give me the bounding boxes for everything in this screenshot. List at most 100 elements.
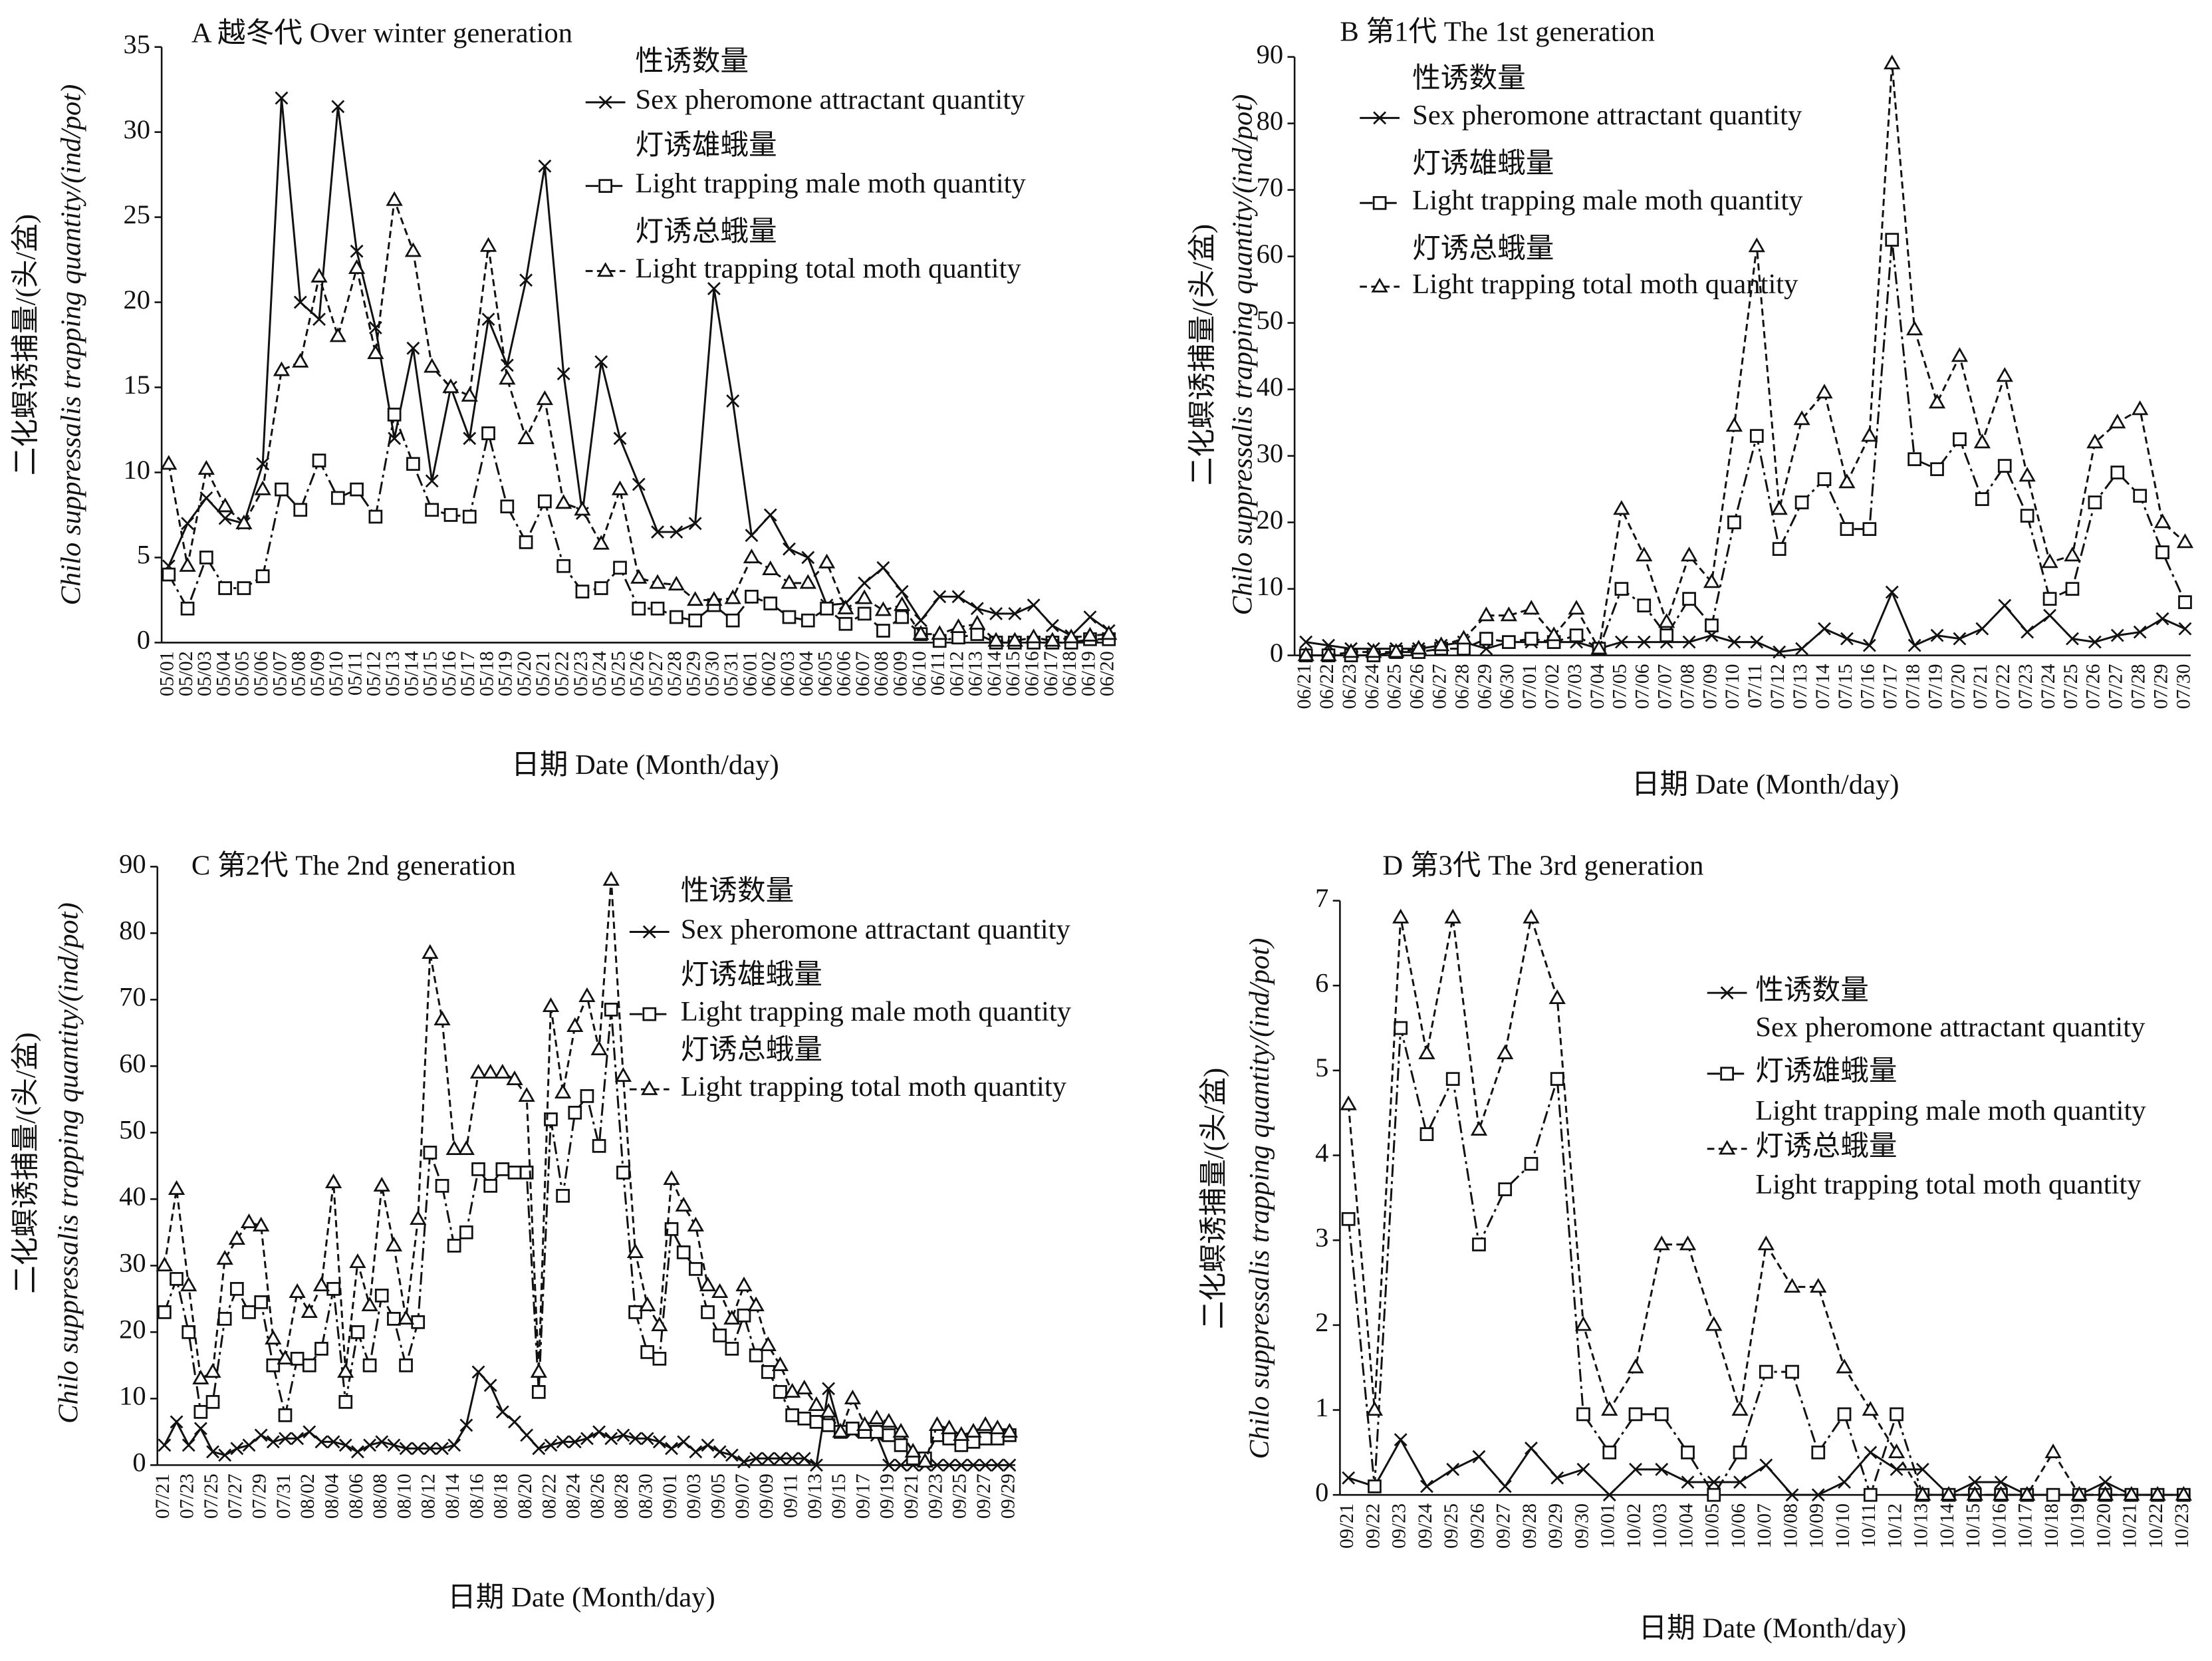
marker bbox=[556, 367, 570, 380]
panel: 0510152025303505/0105/0205/0305/0405/050… bbox=[10, 17, 1118, 780]
x-tick-label: 07/18 bbox=[1902, 664, 1923, 709]
x-tick-label: 06/08 bbox=[870, 651, 892, 696]
marker bbox=[217, 1312, 232, 1326]
marker bbox=[726, 394, 740, 408]
marker bbox=[387, 408, 402, 422]
marker bbox=[2155, 612, 2169, 626]
marker bbox=[668, 575, 685, 591]
marker bbox=[882, 1458, 896, 1472]
marker bbox=[670, 525, 683, 539]
marker bbox=[1590, 640, 1608, 655]
chart-title: A 越冬代 Over winter generation bbox=[191, 17, 572, 49]
legend-label: Light trapping total moth quantity bbox=[635, 253, 1021, 284]
marker bbox=[2043, 608, 2057, 622]
x-tick-label: 07/13 bbox=[1789, 664, 1811, 709]
marker bbox=[575, 584, 590, 598]
marker bbox=[349, 1253, 366, 1269]
x-tick-label: 07/27 bbox=[2105, 664, 2127, 709]
marker bbox=[2070, 1485, 2088, 1501]
marker bbox=[837, 599, 854, 614]
marker bbox=[1727, 635, 1741, 649]
marker bbox=[273, 361, 291, 376]
marker bbox=[218, 1448, 232, 1462]
y-tick-label: 1 bbox=[1315, 1392, 1328, 1422]
marker bbox=[266, 1358, 281, 1372]
marker bbox=[2019, 467, 2036, 482]
legend-label: 性诱数量 bbox=[635, 46, 749, 77]
marker bbox=[237, 581, 251, 595]
marker bbox=[1340, 1095, 1357, 1110]
marker bbox=[1479, 632, 1493, 646]
marker bbox=[1884, 55, 1901, 70]
marker bbox=[626, 1243, 644, 1259]
y-tick-label: 50 bbox=[119, 1115, 146, 1145]
marker bbox=[326, 1435, 340, 1449]
marker bbox=[461, 386, 478, 402]
marker bbox=[292, 352, 309, 368]
x-tick-label: 05/28 bbox=[664, 651, 685, 696]
marker bbox=[375, 1435, 389, 1449]
y-axis-label: Chilo suppressalis trapping quantity/(in… bbox=[53, 902, 84, 1424]
marker bbox=[180, 601, 195, 616]
marker bbox=[1682, 592, 1696, 606]
x-tick-label: 06/15 bbox=[1002, 651, 1024, 696]
marker bbox=[990, 1432, 1005, 1446]
marker bbox=[1998, 598, 2012, 612]
marker bbox=[797, 1412, 812, 1426]
marker bbox=[554, 1083, 572, 1099]
marker bbox=[404, 242, 422, 257]
marker bbox=[574, 501, 591, 516]
legend-label: 灯诱雄蛾量 bbox=[635, 130, 777, 161]
marker bbox=[832, 1422, 849, 1438]
x-tick-label: 09/09 bbox=[755, 1473, 777, 1519]
marker bbox=[782, 610, 797, 624]
marker bbox=[329, 327, 346, 342]
x-tick-label: 07/14 bbox=[1812, 664, 1834, 709]
y-tick-label: 20 bbox=[1257, 505, 1284, 535]
marker bbox=[312, 313, 326, 326]
marker bbox=[664, 1222, 679, 1236]
legend-label: 灯诱雄蛾量 bbox=[1412, 148, 1554, 180]
y-tick-label: 90 bbox=[119, 849, 146, 879]
marker bbox=[1498, 1479, 1512, 1493]
marker bbox=[544, 1438, 558, 1452]
x-tick-label: 07/21 bbox=[152, 1473, 174, 1519]
marker bbox=[614, 1067, 632, 1083]
series-line bbox=[1305, 589, 2186, 654]
marker bbox=[1840, 522, 1854, 536]
marker bbox=[279, 1432, 292, 1446]
x-tick-label: 10/17 bbox=[2015, 1503, 2036, 1549]
legend-marker bbox=[1720, 986, 1734, 1000]
marker bbox=[1602, 1445, 1617, 1460]
x-tick-label: 10/07 bbox=[1753, 1503, 1775, 1549]
marker bbox=[1906, 320, 1923, 336]
x-tick-label: 08/02 bbox=[297, 1473, 318, 1519]
marker bbox=[711, 1283, 729, 1299]
marker bbox=[737, 1309, 751, 1323]
x-tick-label: 07/25 bbox=[2060, 664, 2082, 709]
marker bbox=[495, 1405, 509, 1419]
x-tick-label: 10/04 bbox=[1675, 1503, 1697, 1549]
marker bbox=[1679, 1235, 1697, 1251]
marker bbox=[179, 557, 196, 572]
x-tick-label: 05/05 bbox=[231, 651, 253, 696]
marker bbox=[1470, 1120, 1488, 1136]
marker bbox=[1727, 515, 1741, 529]
marker bbox=[701, 1305, 715, 1319]
marker bbox=[2020, 509, 2034, 523]
marker bbox=[463, 432, 477, 446]
x-tick-label: 08/14 bbox=[441, 1473, 463, 1519]
x-tick-label: 06/02 bbox=[758, 651, 780, 696]
x-tick-label: 07/29 bbox=[249, 1473, 271, 1519]
series-line bbox=[163, 880, 1010, 1464]
x-tick-label: 06/23 bbox=[1338, 664, 1360, 709]
x-tick-label: 08/16 bbox=[465, 1473, 487, 1519]
marker bbox=[761, 1452, 775, 1466]
legend-label: Light trapping male moth quantity bbox=[635, 168, 1026, 199]
x-tick-label: 08/22 bbox=[538, 1473, 560, 1519]
marker bbox=[1707, 1475, 1721, 1489]
marker bbox=[1838, 1475, 1851, 1489]
marker bbox=[894, 1438, 908, 1452]
x-tick-label: 10/09 bbox=[1806, 1503, 1828, 1549]
marker bbox=[275, 91, 289, 105]
